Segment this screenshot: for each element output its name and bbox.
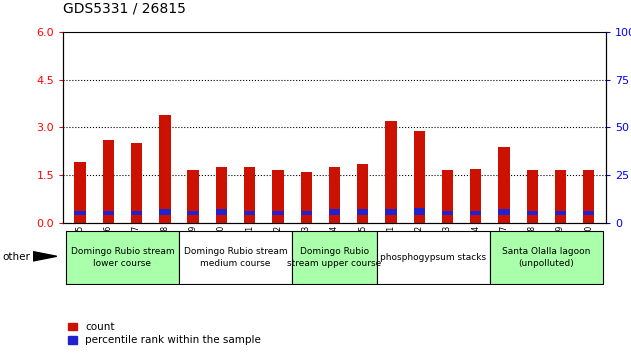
Bar — [66, 231, 179, 284]
Bar — [244, 167, 256, 223]
Bar — [74, 211, 86, 215]
Bar — [159, 115, 170, 223]
Bar — [131, 143, 142, 223]
Bar — [244, 211, 256, 215]
Bar — [187, 211, 199, 215]
Bar — [103, 211, 114, 215]
Bar — [442, 171, 453, 223]
Bar — [498, 209, 510, 215]
Text: Domingo Rubio
stream upper course: Domingo Rubio stream upper course — [287, 247, 382, 268]
Polygon shape — [33, 252, 57, 261]
Bar — [583, 171, 594, 223]
Text: phosphogypsum stacks: phosphogypsum stacks — [380, 253, 487, 262]
Bar — [300, 211, 312, 215]
Bar — [470, 211, 481, 215]
Bar — [490, 231, 603, 284]
Text: GDS5331 / 26815: GDS5331 / 26815 — [63, 2, 186, 16]
Bar — [527, 211, 538, 215]
Bar — [329, 167, 340, 223]
Bar — [272, 171, 283, 223]
Bar — [187, 171, 199, 223]
Bar — [377, 231, 490, 284]
Bar — [216, 209, 227, 215]
Bar — [357, 164, 369, 223]
Bar — [555, 171, 566, 223]
Bar — [74, 162, 86, 223]
Bar — [555, 211, 566, 215]
Bar — [292, 231, 377, 284]
Bar — [103, 140, 114, 223]
Bar — [386, 121, 397, 223]
Bar — [131, 211, 142, 215]
Bar — [498, 147, 510, 223]
Bar — [527, 171, 538, 223]
Bar — [329, 209, 340, 215]
Text: Santa Olalla lagoon
(unpolluted): Santa Olalla lagoon (unpolluted) — [502, 247, 591, 268]
Legend: count, percentile rank within the sample: count, percentile rank within the sample — [68, 322, 261, 345]
Bar — [272, 211, 283, 215]
Bar — [159, 209, 170, 215]
Bar — [179, 231, 292, 284]
Text: Domingo Rubio stream
lower course: Domingo Rubio stream lower course — [71, 247, 174, 268]
Bar — [386, 209, 397, 215]
Text: Domingo Rubio stream
medium course: Domingo Rubio stream medium course — [184, 247, 287, 268]
Text: other: other — [3, 252, 30, 262]
Bar — [470, 169, 481, 223]
Bar — [442, 211, 453, 215]
Bar — [413, 131, 425, 223]
Bar — [583, 211, 594, 215]
Bar — [300, 172, 312, 223]
Bar — [216, 167, 227, 223]
Bar — [413, 208, 425, 215]
Bar — [357, 209, 369, 215]
